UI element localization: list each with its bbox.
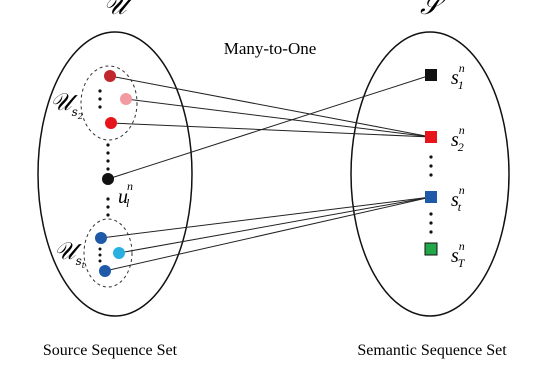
subset-s2-ellipsis <box>98 89 102 109</box>
source-point-blue-bottom <box>99 265 111 277</box>
semantic-set-symbol: 𝒮 <box>420 0 447 21</box>
source-set-ellipse <box>37 31 193 317</box>
source-point-cyan <box>113 247 125 259</box>
semantic-label-s2: sn 2 <box>451 123 465 154</box>
subset-ellipse-st <box>83 218 133 288</box>
mapping-line <box>110 122 432 138</box>
semantic-square-red <box>425 131 437 143</box>
source-ellipsis-middle <box>106 143 110 171</box>
source-point-black <box>102 173 114 185</box>
semantic-square-blue <box>425 191 437 203</box>
source-point-red <box>105 117 117 129</box>
mapping-line <box>125 98 432 138</box>
semantic-ellipsis-lower <box>429 212 433 234</box>
semantic-square-black <box>425 69 437 81</box>
mapping-line <box>100 196 432 239</box>
source-point-blue-top <box>95 232 107 244</box>
mapping-label: Many-to-One <box>224 39 317 58</box>
source-point-pink <box>120 93 132 105</box>
subset-label-s2: 𝒰s2 <box>50 88 83 121</box>
mapping-line <box>107 74 432 180</box>
mapping-line <box>109 75 432 138</box>
source-ellipsis-lower <box>106 197 110 217</box>
semantic-ellipsis-upper <box>429 155 433 177</box>
subset-label-st: 𝒰st <box>54 237 86 270</box>
mapping-lines <box>100 74 432 272</box>
semantic-set-ellipse <box>350 31 510 317</box>
source-set-symbol: 𝒰 <box>103 0 134 21</box>
semantic-label-sT: sn T <box>451 239 466 270</box>
semantic-label-s1: sn 1 <box>451 61 465 92</box>
subset-st-ellipsis <box>98 247 102 263</box>
semantic-set-caption: Semantic Sequence Set <box>357 342 507 359</box>
point-label-ul: un l <box>118 179 133 210</box>
semantic-label-st: sn t <box>451 183 465 214</box>
source-set-caption: Source Sequence Set <box>43 342 178 359</box>
subset-ellipse-s2 <box>80 65 138 141</box>
mapping-line <box>104 196 432 272</box>
source-point-dark-red <box>104 70 116 82</box>
mapping-line <box>118 196 432 254</box>
semantic-square-green <box>424 242 438 256</box>
